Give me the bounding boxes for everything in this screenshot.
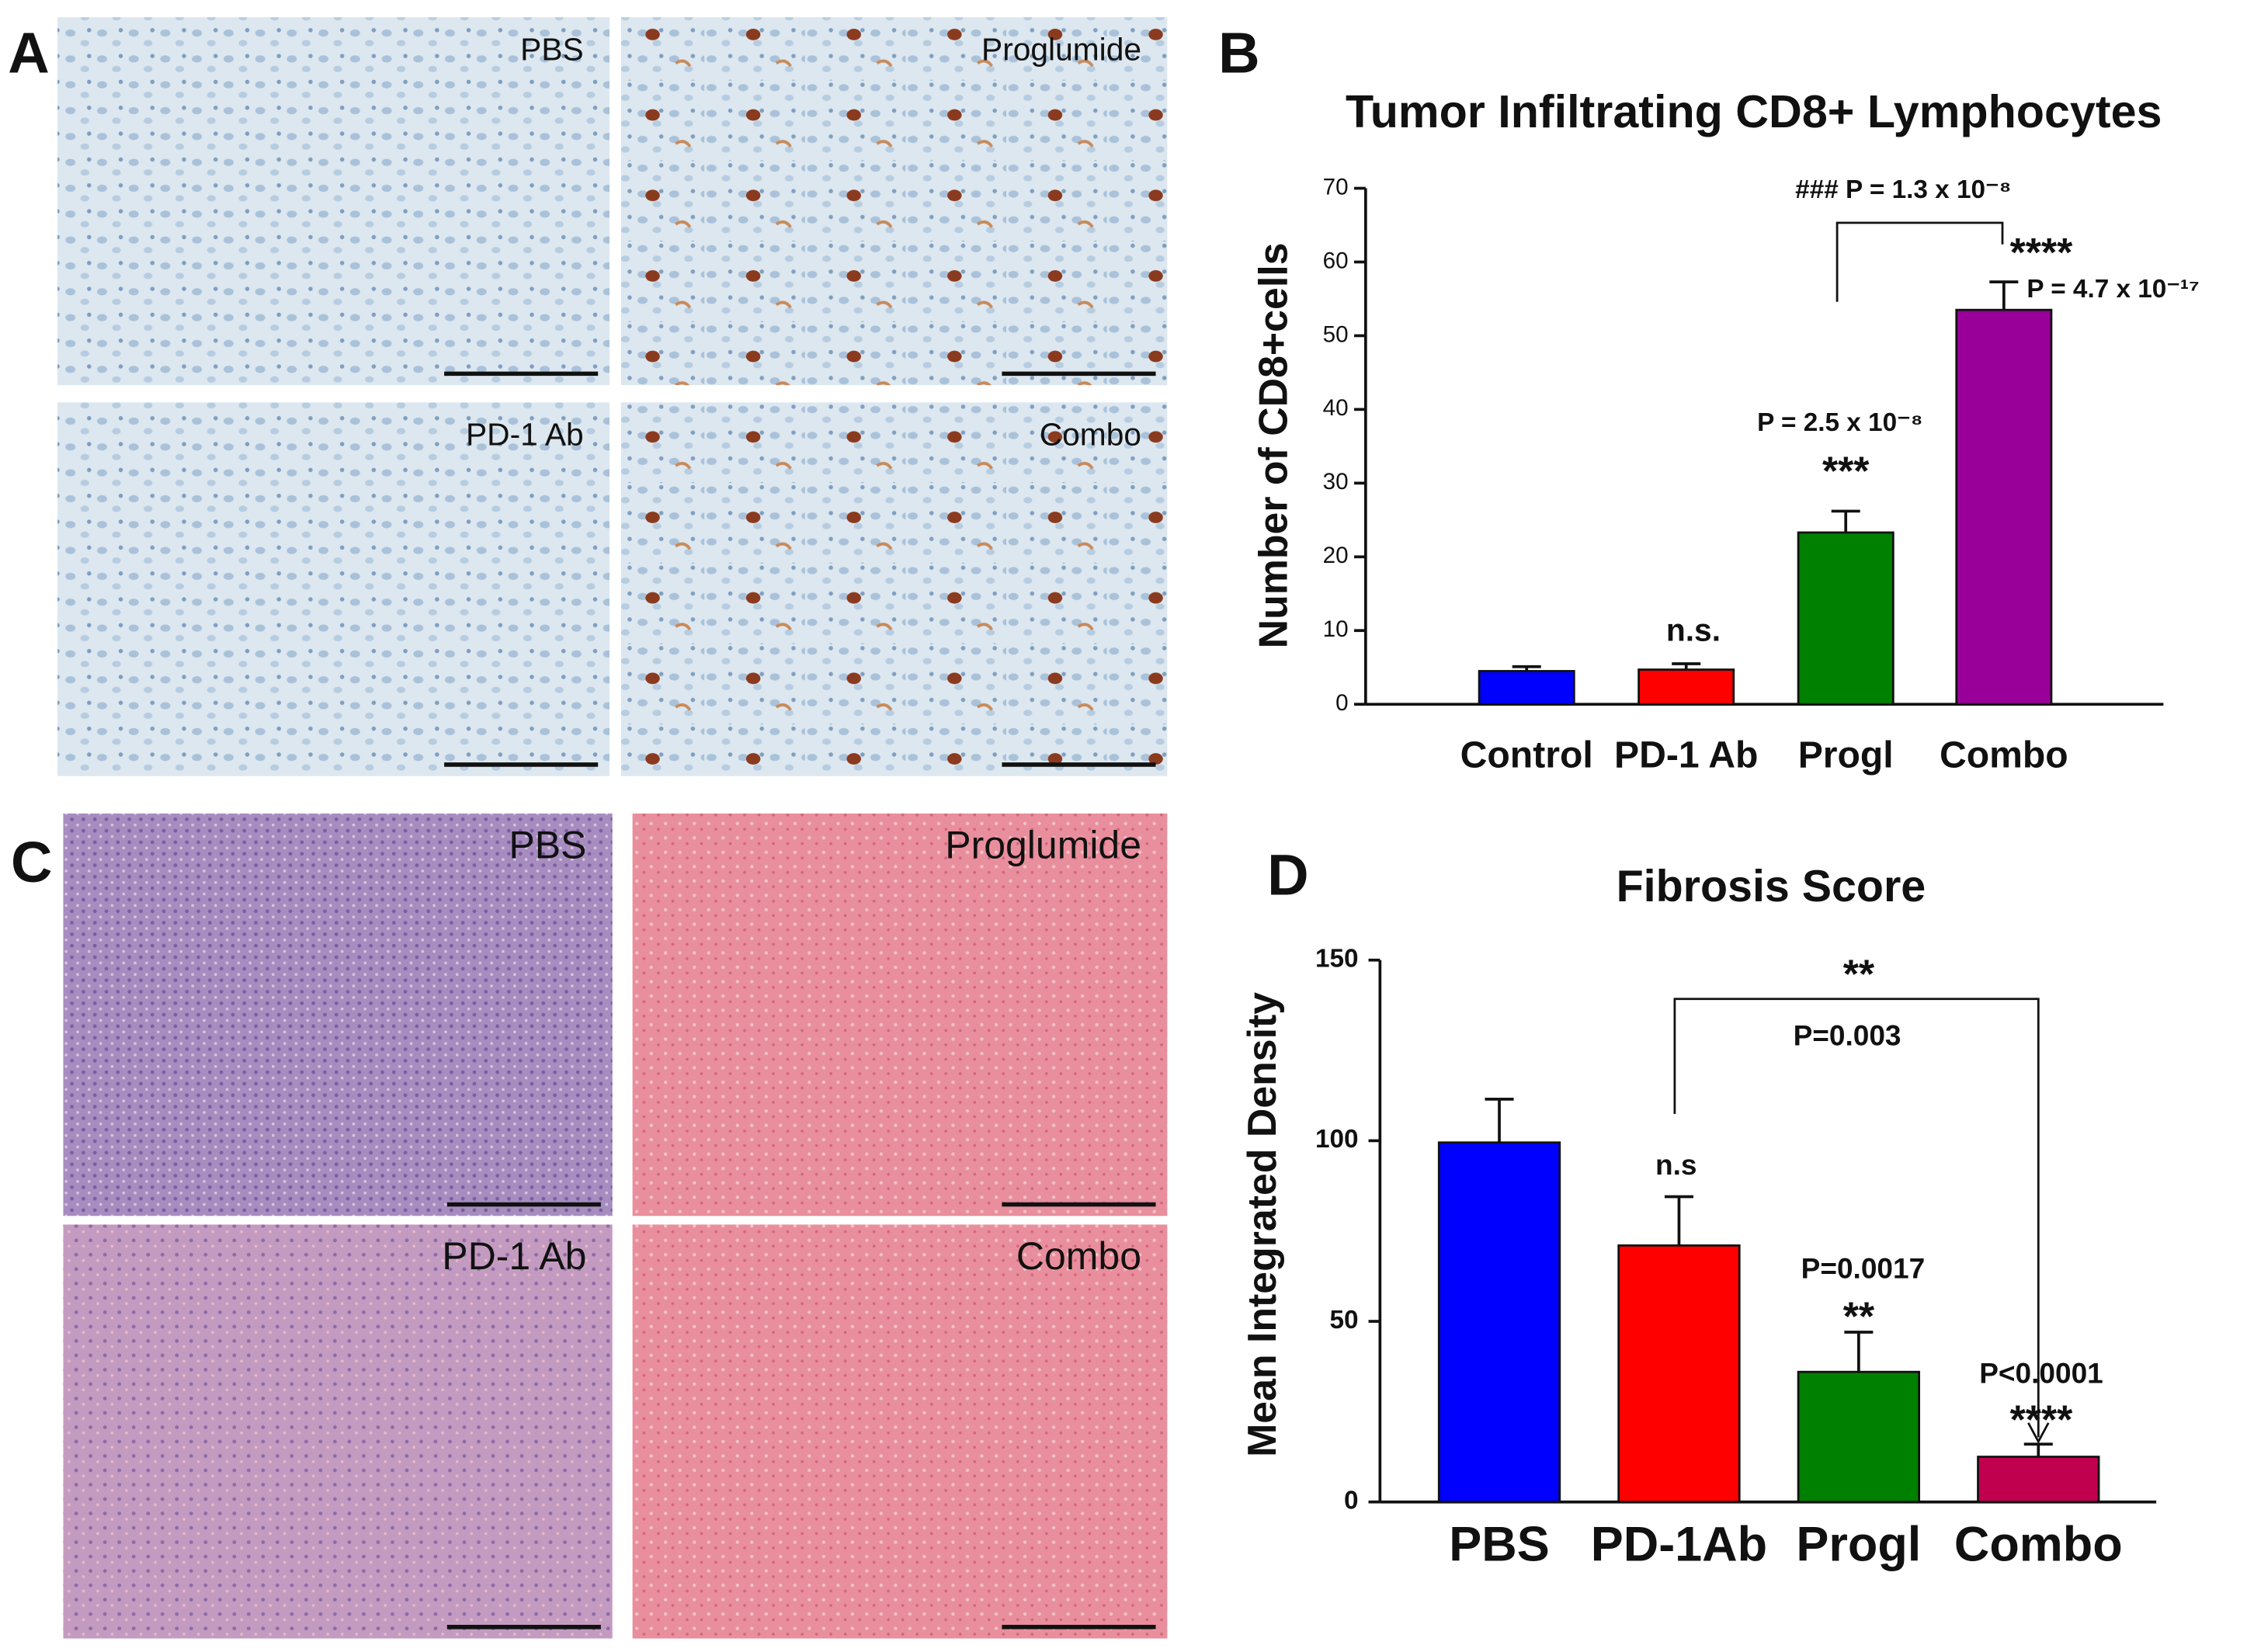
x-tick-label: PD-1Ab xyxy=(1591,1518,1767,1572)
annotation: ** xyxy=(1843,952,1875,997)
significance-bracket xyxy=(1673,998,2050,1444)
panel-label: D xyxy=(1267,843,1308,908)
bar xyxy=(1478,670,1575,706)
panel-label: A xyxy=(8,21,49,85)
x-tick-label: Progl xyxy=(1796,1518,1921,1572)
bar xyxy=(1977,1456,2100,1504)
micrograph xyxy=(620,17,1168,386)
annotation: n.s xyxy=(1655,1148,1697,1181)
y-tick-label: 50 xyxy=(1323,321,1349,347)
annotation: P = 4.7 x 10⁻¹⁷ xyxy=(2027,275,2199,304)
y-tick-label: 0 xyxy=(1335,690,1348,716)
y-tick-label: 20 xyxy=(1323,543,1349,568)
significance-bracket xyxy=(1835,221,2004,302)
bar xyxy=(1797,531,1895,706)
x-tick-label: Combo xyxy=(1940,734,2068,776)
bar xyxy=(1955,308,2053,706)
annotation: P = 2.5 x 10⁻⁸ xyxy=(1757,408,1922,437)
image-label: PD-1 Ab xyxy=(442,1234,586,1278)
y-tick-label: 60 xyxy=(1323,248,1349,273)
bar xyxy=(1437,1141,1561,1504)
y-tick-label: 150 xyxy=(1315,945,1359,974)
y-tick-label: 40 xyxy=(1323,395,1349,421)
annotation: P=0.0017 xyxy=(1801,1251,1926,1284)
x-tick-label: PD-1 Ab xyxy=(1614,734,1758,776)
micrograph xyxy=(57,17,610,386)
micrograph xyxy=(57,402,610,776)
annotation: *** xyxy=(1822,449,1870,494)
y-tick-label: 0 xyxy=(1344,1487,1359,1515)
y-axis-label: Number of CD8+cells xyxy=(1251,243,1296,649)
annotation: ** xyxy=(1843,1293,1875,1338)
micrograph xyxy=(63,813,613,1216)
panel-label: B xyxy=(1218,21,1259,85)
x-tick-label: Combo xyxy=(1954,1518,2123,1572)
annotation: ### P = 1.3 x 10⁻⁸ xyxy=(1795,175,2011,204)
y-tick-label: 10 xyxy=(1323,616,1349,642)
image-label: PBS xyxy=(520,31,583,67)
bar xyxy=(1617,1244,1741,1504)
y-tick-label: 30 xyxy=(1323,469,1349,495)
micrograph xyxy=(620,402,1168,776)
y-axis-label: Mean Integrated Density xyxy=(1239,992,1284,1457)
annotation: **** xyxy=(2010,1397,2074,1442)
annotation: n.s. xyxy=(1666,612,1721,647)
x-tick-label: Progl xyxy=(1798,734,1894,776)
bar xyxy=(1638,668,1735,706)
image-label: Combo xyxy=(1040,417,1141,453)
chart-title: Tumor Infiltrating CD8+ Lymphocytes xyxy=(1346,85,2162,137)
y-tick-label: 70 xyxy=(1323,174,1349,200)
micrograph xyxy=(632,1224,1168,1639)
annotation: **** xyxy=(2010,230,2074,275)
bar xyxy=(1797,1370,1921,1504)
x-tick-label: PBS xyxy=(1449,1518,1549,1572)
image-label: Proglumide xyxy=(981,31,1141,67)
x-tick-label: Control xyxy=(1460,734,1593,776)
y-tick-label: 50 xyxy=(1330,1306,1359,1334)
y-tick-label: 100 xyxy=(1315,1125,1359,1154)
micrograph xyxy=(63,1224,613,1639)
annotation: P=0.003 xyxy=(1794,1019,1901,1051)
annotation: P<0.0001 xyxy=(1979,1357,2103,1390)
image-label: PBS xyxy=(509,824,586,867)
image-label: Combo xyxy=(1016,1234,1141,1278)
micrograph xyxy=(632,813,1168,1216)
image-label: PD-1 Ab xyxy=(466,417,584,453)
panel-label: C xyxy=(11,830,52,894)
chart-title: Fibrosis Score xyxy=(1617,862,1926,911)
image-label: Proglumide xyxy=(945,824,1141,867)
